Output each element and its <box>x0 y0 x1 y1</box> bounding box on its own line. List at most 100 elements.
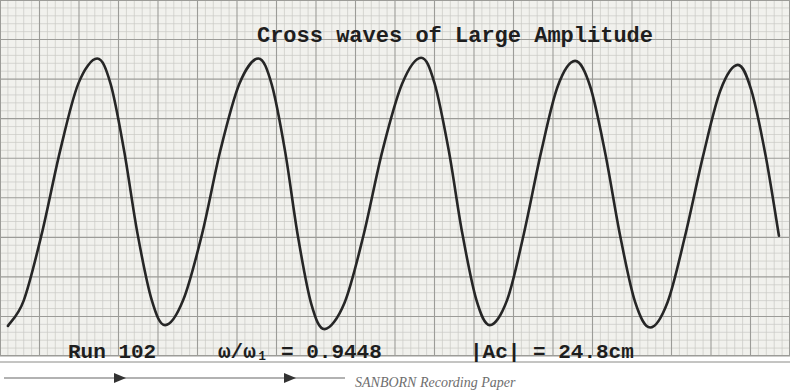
minor-grid-line <box>600 0 601 356</box>
grid-line <box>671 0 672 356</box>
plot-frame <box>1 1 790 356</box>
minor-grid-line <box>521 0 522 356</box>
minor-grid-line <box>308 0 309 356</box>
minor-grid-line <box>489 0 490 356</box>
minor-grid-line <box>110 0 111 356</box>
minor-grid-line <box>363 0 364 356</box>
minor-grid-line <box>331 0 332 356</box>
strip-arrow <box>284 373 296 383</box>
minor-grid-line <box>568 0 569 356</box>
minor-grid-line <box>655 0 656 356</box>
minor-grid-line <box>323 0 324 356</box>
plot-area <box>0 0 790 356</box>
grid-line <box>0 79 790 80</box>
grid-line <box>355 0 356 356</box>
grid-line <box>78 0 79 356</box>
minor-grid-line <box>387 0 388 356</box>
minor-grid-line <box>94 0 95 356</box>
minor-grid-line <box>703 0 704 356</box>
grid-line <box>118 0 119 356</box>
trace-line <box>8 58 779 329</box>
grid-line <box>710 0 711 356</box>
grid-line <box>39 0 40 356</box>
grid-line <box>236 0 237 356</box>
grid-line <box>473 0 474 356</box>
grid-line <box>0 197 790 198</box>
minor-grid-line <box>371 0 372 356</box>
grid-line <box>592 0 593 356</box>
minor-grid-line <box>616 0 617 356</box>
minor-grid-line <box>410 0 411 356</box>
grid <box>0 0 790 356</box>
minor-grid-line <box>695 0 696 356</box>
grid-line <box>394 0 395 356</box>
background <box>0 0 790 391</box>
minor-grid-line <box>244 0 245 356</box>
grid-line <box>434 0 435 356</box>
minor-grid-line <box>450 0 451 356</box>
minor-grid-line <box>529 0 530 356</box>
minor-grid-line <box>726 0 727 356</box>
grid-line <box>0 158 790 159</box>
minor-grid-line <box>782 0 783 356</box>
grid-line <box>197 0 198 356</box>
minor-grid-line <box>418 0 419 356</box>
minor-grid-line <box>15 0 16 356</box>
marks <box>8 58 779 329</box>
minor-grid-line <box>300 0 301 356</box>
grid-line <box>0 237 790 238</box>
grid-line <box>631 0 632 356</box>
minor-grid-line <box>647 0 648 356</box>
annotation: |Ac| = 24.8cm <box>470 341 634 364</box>
grid-line <box>0 276 790 277</box>
minor-grid-line <box>687 0 688 356</box>
minor-grid-line <box>189 0 190 356</box>
minor-grid-line <box>481 0 482 356</box>
minor-grid-line <box>584 0 585 356</box>
annotation: ω/ω₁ = 0.9448 <box>218 341 382 364</box>
minor-grid-line <box>458 0 459 356</box>
annotation: SANBORN Recording Paper <box>355 375 516 390</box>
minor-grid-line <box>126 0 127 356</box>
annotation: Run 102 <box>68 341 156 364</box>
grid-line <box>315 0 316 356</box>
minor-grid-line <box>497 0 498 356</box>
minor-grid-line <box>173 0 174 356</box>
minor-grid-line <box>142 0 143 356</box>
minor-grid-line <box>252 0 253 356</box>
minor-grid-line <box>718 0 719 356</box>
grid-line <box>0 316 790 317</box>
minor-grid-line <box>679 0 680 356</box>
title: Cross waves of Large Amplitude <box>257 24 653 49</box>
minor-grid-line <box>292 0 293 356</box>
grid-line <box>157 0 158 356</box>
minor-grid-line <box>560 0 561 356</box>
minor-grid-line <box>221 0 222 356</box>
minor-grid-line <box>71 0 72 356</box>
minor-grid-line <box>545 0 546 356</box>
minor-grid-line <box>86 0 87 356</box>
minor-grid-line <box>47 0 48 356</box>
minor-grid-line <box>63 0 64 356</box>
minor-grid-line <box>426 0 427 356</box>
minor-grid-line <box>663 0 664 356</box>
minor-grid-line <box>150 0 151 356</box>
minor-grid-line <box>347 0 348 356</box>
grid-line <box>513 0 514 356</box>
minor-grid-line <box>31 0 32 356</box>
minor-grid-line <box>165 0 166 356</box>
grid-line <box>789 0 790 356</box>
minor-grid-line <box>379 0 380 356</box>
minor-grid-line <box>229 0 230 356</box>
minor-grid-line <box>576 0 577 356</box>
grid-line <box>552 0 553 356</box>
grid-line <box>276 0 277 356</box>
strip-arrow <box>114 373 126 383</box>
minor-grid-line <box>102 0 103 356</box>
minor-grid-line <box>339 0 340 356</box>
minor-grid-line <box>758 0 759 356</box>
grid-line <box>750 0 751 356</box>
minor-grid-line <box>442 0 443 356</box>
minor-grid-line <box>205 0 206 356</box>
minor-grid-line <box>134 0 135 356</box>
